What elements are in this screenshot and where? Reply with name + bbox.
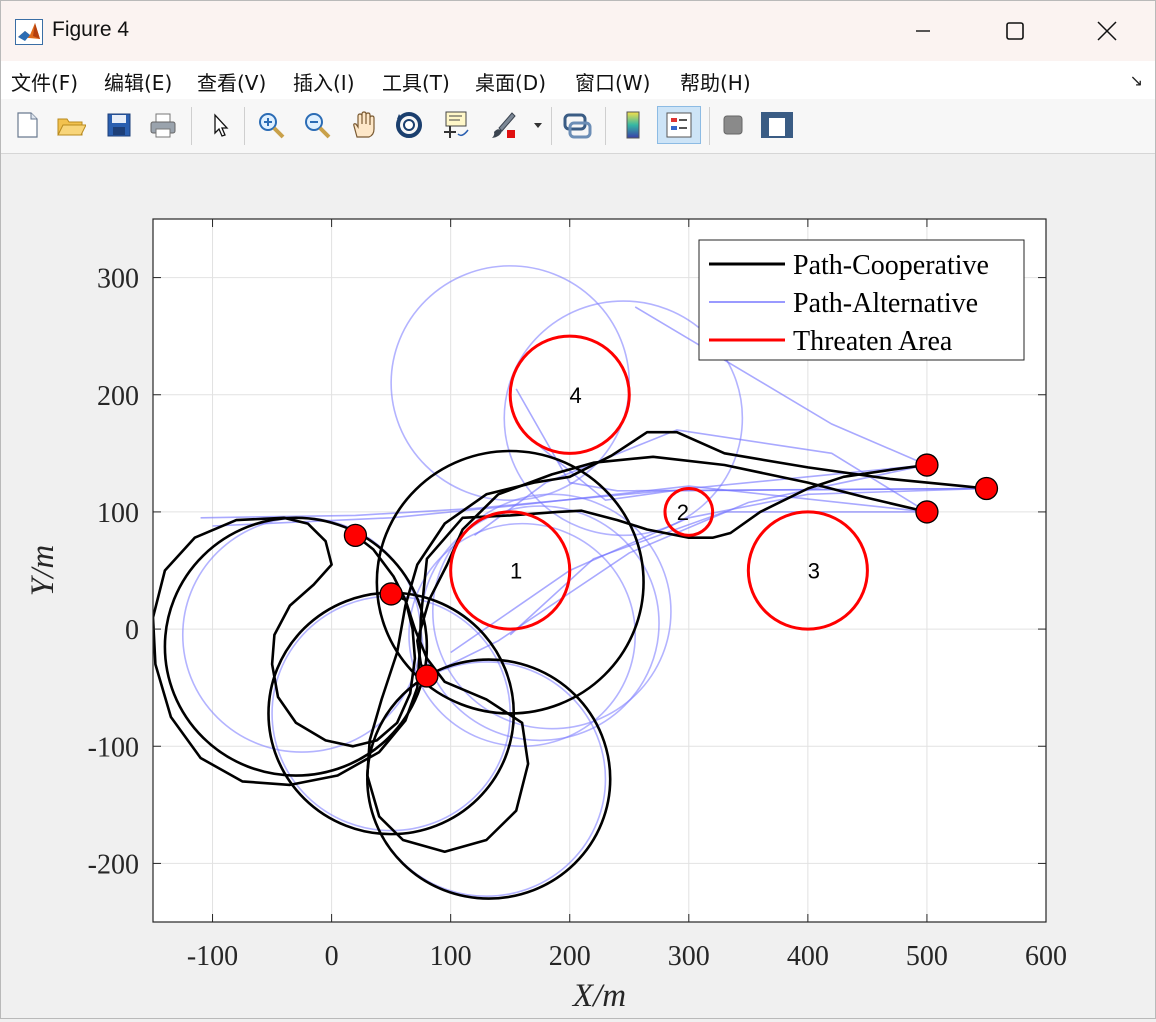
cooperative-path <box>415 455 928 677</box>
x-tick-label: 500 <box>906 941 948 972</box>
menu-desktop[interactable]: 桌面(D) <box>475 71 547 95</box>
maximize-button[interactable] <box>969 7 1061 55</box>
alternative-path-circle <box>503 300 744 537</box>
zoom-out-icon[interactable] <box>299 107 335 143</box>
brush-dropdown-icon[interactable] <box>529 107 547 143</box>
alternative-path <box>515 388 987 492</box>
legend-entry: Path-Alternative <box>793 288 978 319</box>
threat-area-label: 3 <box>808 559 820 584</box>
x-tick-label: 600 <box>1025 941 1067 972</box>
new-figure-icon[interactable] <box>9 107 45 143</box>
x-tick-label: 100 <box>430 941 472 972</box>
maximize-icon <box>1006 22 1024 40</box>
close-button[interactable] <box>1061 7 1153 55</box>
axes-box <box>152 218 1047 923</box>
rotate-3d-icon[interactable] <box>391 107 427 143</box>
threat-area-label: 2 <box>677 500 689 525</box>
threat-area-circle <box>663 486 715 537</box>
waypoint-marker <box>915 500 939 524</box>
show-plot-tools-icon[interactable] <box>759 107 795 143</box>
threat-area-circle <box>508 334 631 455</box>
window-title: Figure 4 <box>52 18 130 41</box>
axis-ticks: -100 0 100 200 300 400 500 600 -200 -100 0 100 200 30… <box>88 219 1067 972</box>
y-tick-label: 100 <box>97 498 139 529</box>
y-tick-label: 200 <box>97 381 139 412</box>
colorbar-icon[interactable] <box>615 107 651 143</box>
menu-bar: 文件(F) 编辑(E) 查看(V) 插入(I) 工具(T) 桌面(D) 窗口(W… <box>1 61 1155 99</box>
y-tick-label: -100 <box>88 732 139 763</box>
x-tick-label: 300 <box>668 941 710 972</box>
alternative-path <box>450 487 987 654</box>
alternative-path-circle <box>432 493 672 730</box>
menu-file[interactable]: 文件(F) <box>11 71 79 95</box>
legend-entry: Threaten Area <box>793 326 953 357</box>
threat-area-circle <box>449 510 572 631</box>
waypoint-marker <box>915 453 939 477</box>
pointer-icon[interactable] <box>201 107 237 143</box>
figure-canvas-area: 1 2 3 4 -100 0 100 200 300 400 500 600 -200 -100 0 100… <box>1 154 1155 1018</box>
minimize-icon <box>916 30 930 32</box>
link-plot-icon[interactable] <box>559 107 595 143</box>
hide-plot-tools-icon[interactable] <box>715 107 751 143</box>
toolbar-separator <box>244 107 245 145</box>
y-axis-label: Y/m <box>25 545 61 596</box>
alternative-path <box>509 511 927 636</box>
plot-canvas[interactable]: 1 2 3 4 -100 0 100 200 300 400 500 600 -200 -100 0 100… <box>1 154 1155 1018</box>
threat-area-label: 4 <box>570 383 582 408</box>
waypoint-marker <box>379 582 403 606</box>
brush-icon[interactable] <box>485 107 521 143</box>
undock-icon[interactable]: ↘ <box>1129 71 1143 90</box>
alternative-path-circle <box>408 522 637 748</box>
x-tick-label: 200 <box>549 941 591 972</box>
toolbar-separator <box>605 107 606 145</box>
cooperative-path-circle <box>375 449 645 715</box>
data-cursor-icon[interactable] <box>437 107 473 143</box>
x-tick-label: 400 <box>787 941 829 972</box>
title-bar: Figure 4 <box>1 1 1155 61</box>
save-icon[interactable] <box>101 107 137 143</box>
menu-tools[interactable]: 工具(T) <box>382 71 450 95</box>
waypoint-marker <box>974 476 999 501</box>
legend-icon[interactable] <box>657 106 701 144</box>
toolbar-separator <box>551 107 552 145</box>
x-axis-label: X/m <box>571 978 626 1014</box>
menu-edit[interactable]: 编辑(E) <box>104 71 173 95</box>
threat-area-circle <box>746 510 869 631</box>
y-tick-label: 0 <box>125 615 139 646</box>
alternative-path <box>212 485 927 527</box>
x-tick-label: 0 <box>325 941 339 972</box>
menu-help[interactable]: 帮助(H) <box>680 71 751 95</box>
close-icon <box>1097 21 1117 41</box>
print-icon[interactable] <box>145 107 181 143</box>
cooperative-path <box>365 430 987 854</box>
threat-area-label: 1 <box>510 559 522 584</box>
figure-toolbar <box>1 99 1155 154</box>
x-tick-label: -100 <box>187 941 238 972</box>
waypoint-marker <box>343 523 368 548</box>
menu-window[interactable]: 窗口(W) <box>575 71 651 95</box>
menu-view[interactable]: 查看(V) <box>197 71 267 95</box>
legend-entry: Path-Cooperative <box>793 250 989 281</box>
y-tick-label: 300 <box>97 264 139 295</box>
toolbar-separator <box>709 107 710 145</box>
matlab-logo-icon <box>15 19 43 45</box>
cooperative-path-circle <box>163 516 429 777</box>
open-icon[interactable] <box>53 107 89 143</box>
zoom-in-icon[interactable] <box>253 107 289 143</box>
minimize-button[interactable] <box>877 7 969 55</box>
legend[interactable]: Path-Cooperative Path-Alternative Threaten… <box>698 239 1025 361</box>
toolbar-separator <box>191 107 192 145</box>
pan-icon[interactable] <box>345 107 381 143</box>
y-tick-label: -200 <box>88 849 139 880</box>
waypoint-marker <box>415 664 439 688</box>
menu-insert[interactable]: 插入(I) <box>293 71 355 95</box>
alternative-path <box>533 440 927 502</box>
plot-content: 1 2 3 4 <box>153 265 999 900</box>
